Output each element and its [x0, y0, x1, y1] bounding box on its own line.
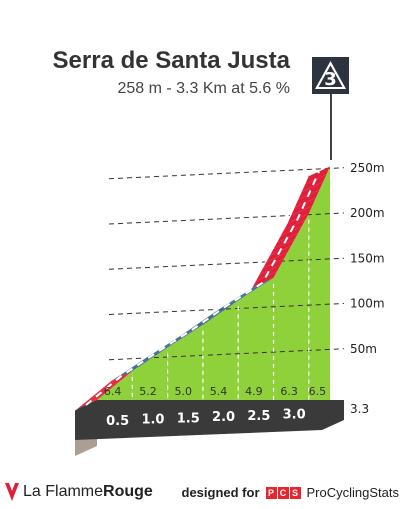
gradient-label: 5.0 — [175, 385, 193, 398]
road-surface-piece — [82, 391, 108, 405]
km-tick-label: 3.0 — [283, 408, 306, 423]
gridline — [108, 212, 345, 225]
category-badge-triangle-inner — [318, 65, 343, 87]
chart-labels: 50m 100m 150m 200m 250m 6.4 5.2 5.0 5.4 4.9 6.3 6.5… — [104, 161, 385, 429]
road-surface-piece — [92, 382, 119, 396]
brand-suffix: Rouge — [103, 483, 153, 500]
km-tick-label: 2.5 — [247, 409, 270, 424]
road-edge — [74, 176, 309, 411]
road-surface-piece — [283, 213, 309, 230]
road-surface-piece — [99, 376, 126, 390]
km-tick-label: 1.0 — [141, 413, 164, 428]
road-surface-piece — [269, 239, 295, 256]
road-surface-piece — [258, 258, 285, 275]
designed-for: designed for P C S ProCyclingStats — [182, 485, 400, 500]
pcs-logo-icon: P C S — [265, 486, 302, 499]
y-tick-label: 250m — [350, 161, 385, 175]
category-badge-label: 3 — [324, 69, 337, 90]
gradient-label: 6.3 — [280, 385, 298, 398]
km-tick-label: 0.5 — [106, 414, 129, 429]
pcs-letter-s: S — [289, 486, 301, 499]
profile-segment-face — [132, 347, 168, 400]
gridline — [108, 303, 345, 315]
gradient-label: 5.4 — [210, 385, 228, 398]
road-surface-piece — [304, 166, 330, 185]
category-marker: 3 — [312, 57, 349, 160]
profile-segment-face — [167, 324, 203, 400]
road-surface-piece — [251, 271, 278, 288]
gradient-label: 6.5 — [309, 385, 327, 398]
end-distance-label: 3.3 — [350, 402, 369, 416]
road-surface-piece — [103, 373, 129, 387]
profile-segment-face — [202, 300, 239, 400]
pcs-letter-c: C — [277, 486, 289, 499]
chart-subtitle: 258 m - 3.3 Km at 5.6 % — [117, 80, 290, 97]
chart-title: Serra de Santa Justa — [53, 47, 291, 74]
gradient-label: 4.9 — [245, 385, 263, 398]
gridline — [108, 167, 345, 180]
brand-logo: La Flamme Rouge — [5, 483, 153, 501]
profile-layer — [75, 166, 344, 456]
road-surface-piece — [293, 190, 320, 208]
gridline — [108, 257, 345, 270]
flame-logo-icon — [5, 483, 19, 501]
partner-name: ProCyclingStats — [306, 485, 399, 500]
brand-prefix: La Flamme — [23, 483, 104, 500]
gradient-label: 6.4 — [104, 385, 122, 398]
y-tick-label: 50m — [350, 342, 377, 356]
road-surface-piece — [276, 226, 302, 243]
km-strip — [75, 400, 344, 440]
gradient-label: 5.2 — [139, 385, 157, 398]
km-tick-label: 1.5 — [177, 411, 200, 426]
km-tick-label: 2.0 — [212, 410, 235, 425]
y-tick-label: 200m — [350, 206, 385, 220]
road-center-line — [85, 171, 320, 406]
road-surface — [74, 166, 330, 411]
road-surface-piece — [198, 310, 225, 323]
footer: La Flamme Rouge designed for P C S ProCyc… — [0, 478, 405, 506]
designed-for-label: designed for — [181, 485, 260, 500]
road-surface-piece — [89, 385, 115, 399]
y-tick-label: 100m — [350, 297, 385, 311]
y-tick-label: 150m — [350, 251, 385, 265]
pcs-letter-p: P — [265, 486, 277, 499]
road-surface-piece — [187, 317, 214, 330]
road-surface-piece — [209, 302, 235, 316]
profile-segment-face — [308, 166, 330, 400]
